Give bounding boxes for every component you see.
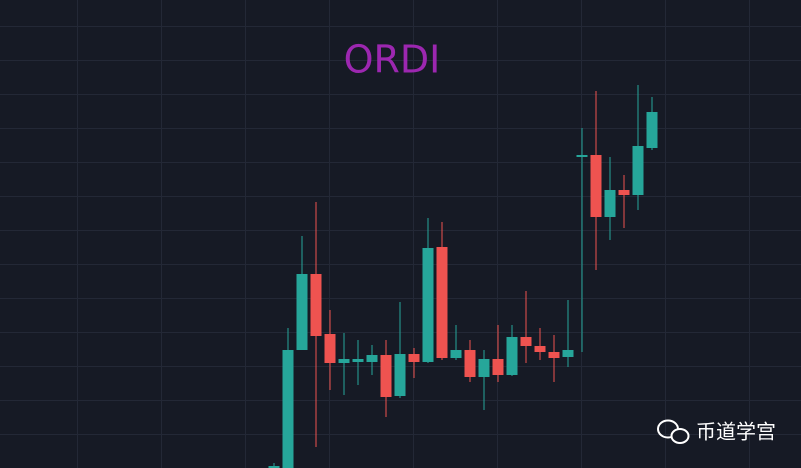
candle-body [436, 247, 448, 358]
candle-body [310, 274, 322, 336]
candle-body [324, 334, 336, 363]
candle-body [604, 190, 616, 217]
candle-body [450, 350, 462, 358]
candle-body [352, 359, 364, 362]
watermark: 币道学宫 [657, 419, 776, 444]
candle-body [646, 112, 658, 148]
candle-body [422, 248, 434, 362]
candle-body [520, 337, 532, 346]
candle-body [548, 352, 560, 358]
candle-body [282, 350, 294, 468]
candle-body [618, 190, 630, 195]
candle-body [464, 350, 476, 377]
wechat-icon [670, 428, 690, 444]
candle-body [366, 355, 378, 362]
candle-body [632, 146, 644, 195]
candle-body [338, 359, 350, 363]
candle-body [534, 346, 546, 352]
chart-title: ORDI [344, 38, 441, 82]
watermark-text: 币道学宫 [696, 420, 776, 444]
candle-body [394, 354, 406, 396]
candle-body [562, 350, 574, 357]
candle-body [478, 359, 490, 377]
candle-body [590, 155, 602, 217]
candle-body [506, 337, 518, 375]
candle-body [268, 466, 280, 468]
candle-body [296, 274, 308, 350]
candle-body [576, 155, 588, 157]
candle-body [408, 354, 420, 362]
candle-body [492, 359, 504, 375]
candle-body [380, 355, 392, 397]
